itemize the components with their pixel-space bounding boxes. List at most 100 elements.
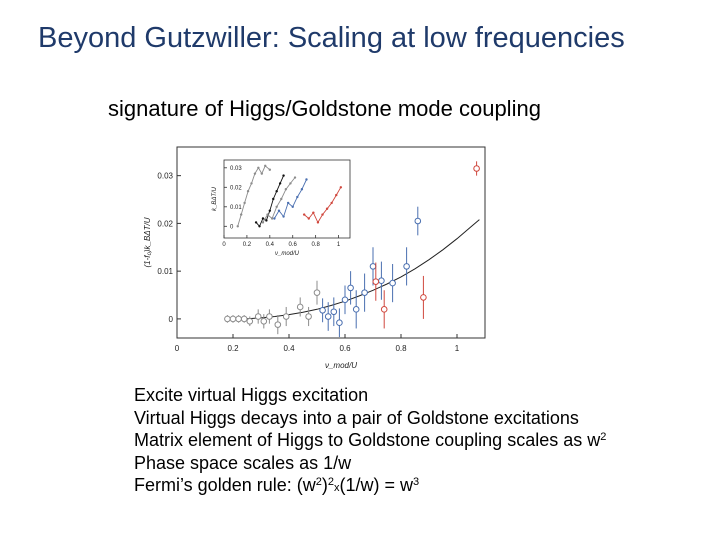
data-point <box>296 303 304 311</box>
inset-series-point <box>253 172 257 175</box>
inset-series-line <box>237 165 271 227</box>
data-point <box>352 306 360 313</box>
superscript: 2 <box>327 476 334 489</box>
inset-series-point <box>296 195 299 199</box>
bullet-text: (1/w) = w <box>339 475 413 496</box>
y-tick-label: 0.02 <box>157 219 173 228</box>
inset-series-point <box>286 201 290 205</box>
slide-subtitle: signature of Higgs/Goldstone mode coupli… <box>108 96 541 121</box>
inset-series-point <box>307 217 310 220</box>
bullet-line: Fermi’s golden rule: (w2)2x(1/w) = w3 <box>134 474 606 500</box>
inset-series-point <box>268 168 272 171</box>
main-chart-svg: 0 0.2 0.4 0.6 0.8 1 0 0.01 0.02 0.03 ν_mod/U (1-f₀)… <box>143 146 486 370</box>
inset-series-point <box>265 219 268 222</box>
inset-series-point <box>264 164 267 168</box>
bullet-text: Excite virtual Higgs excitation <box>134 385 369 405</box>
inset-x-tick-label: 1 <box>337 242 341 248</box>
bullet-text: Phase space scales as 1/w <box>134 452 352 473</box>
bullet-line: Excite virtual Higgs excitation <box>134 384 606 407</box>
inset-series-point <box>335 193 338 197</box>
data-point <box>260 317 268 325</box>
inset-x-tick-label: 0.4 <box>266 242 275 248</box>
inset-series-point <box>260 172 263 175</box>
data-point <box>403 263 410 270</box>
inset-series-point <box>261 217 265 220</box>
inset-series-point <box>278 182 282 185</box>
y-tick-label: 0.03 <box>157 172 173 181</box>
inset-series-point <box>275 205 278 208</box>
x-tick-label: 0.6 <box>339 344 351 353</box>
data-point <box>246 317 254 325</box>
inset-x-tick-label: 0 <box>222 242 226 248</box>
data-point <box>324 313 332 320</box>
inset-series-point <box>289 182 292 185</box>
inset-series-point <box>270 217 274 220</box>
data-point <box>347 284 354 292</box>
inset-series-point <box>268 209 272 212</box>
bullet-list: Excite virtual Higgs excitation Virtual … <box>134 384 606 500</box>
inset-series-point <box>258 225 261 228</box>
superscript: 2 <box>600 431 607 444</box>
inset-y-tick-label: 0 <box>230 224 234 230</box>
bullet-text: ) <box>321 475 328 496</box>
data-point <box>389 279 396 287</box>
inset-series-point <box>257 166 260 169</box>
inset-series-point <box>277 209 281 212</box>
inset-series-point <box>275 190 278 193</box>
data-point <box>420 294 427 301</box>
data-point <box>330 308 338 316</box>
inset-series-point <box>293 176 297 179</box>
inset-x-tick-label: 0.6 <box>289 242 298 248</box>
slide-title: Beyond Gutzwiller: Scaling at low freque… <box>38 22 625 54</box>
times-symbol: x <box>333 482 340 495</box>
y-tick-label: 0 <box>169 315 174 324</box>
data-point <box>224 315 231 323</box>
inset-series-point <box>316 221 320 224</box>
superscript: 3 <box>413 476 420 489</box>
inset-series-point <box>312 211 315 214</box>
inset-series-point <box>273 217 276 220</box>
inset-series-point <box>239 213 243 216</box>
inset-frame <box>223 159 351 239</box>
inset-series-point <box>339 186 343 189</box>
inset-series-point <box>282 215 285 218</box>
data-point <box>266 313 273 320</box>
inset-series-point <box>280 197 283 201</box>
inset-series-point <box>321 213 324 216</box>
bullet-line: Virtual Higgs decays into a pair of Gold… <box>134 407 606 430</box>
inset-series-point <box>300 188 304 191</box>
bullet-line: Matrix element of Higgs to Goldstone cou… <box>134 429 606 452</box>
data-point <box>229 315 237 323</box>
inset-x-axis-label: ν_mod/U <box>275 251 300 257</box>
main-plot-frame <box>176 146 486 339</box>
inset-series-point <box>325 207 329 210</box>
data-point <box>336 319 343 327</box>
bullet-line: Phase space scales as 1/w <box>134 452 606 475</box>
y-tick-label: 0.01 <box>157 267 173 276</box>
x-tick-label: 1 <box>455 344 460 353</box>
y-axis-label: (1-f₀)k_BΔT/U <box>143 217 152 267</box>
inset-x-tick-label: 0.8 <box>311 242 320 248</box>
inset-series-point <box>236 225 239 228</box>
x-tick-label: 0.4 <box>283 344 295 353</box>
inset-series-point <box>246 190 250 193</box>
data-point <box>282 313 290 320</box>
x-axis-label: ν_mod/U <box>325 361 357 370</box>
inset-series-line <box>274 179 307 219</box>
data-point <box>313 289 321 296</box>
bullet-text: Fermi’s golden rule: (w <box>134 475 316 496</box>
data-point <box>378 277 385 284</box>
data-point <box>319 307 326 314</box>
data-point <box>254 313 262 320</box>
inset-y-axis-label: k_BΔT/U <box>212 186 218 211</box>
data-point <box>473 165 480 172</box>
data-point <box>305 313 312 320</box>
inset-series-point <box>302 213 306 216</box>
inset-x-tick-label: 0.2 <box>243 242 252 248</box>
inset-series-point <box>266 213 269 216</box>
figure: 0 0.2 0.4 0.6 0.8 1 0 0.01 0.02 0.03 ν_mod/U (1-f₀)… <box>140 135 492 373</box>
inset-series-point <box>254 221 258 224</box>
x-tick-label: 0.8 <box>395 344 407 353</box>
data-point <box>380 306 388 313</box>
inset-series-point <box>305 178 308 181</box>
